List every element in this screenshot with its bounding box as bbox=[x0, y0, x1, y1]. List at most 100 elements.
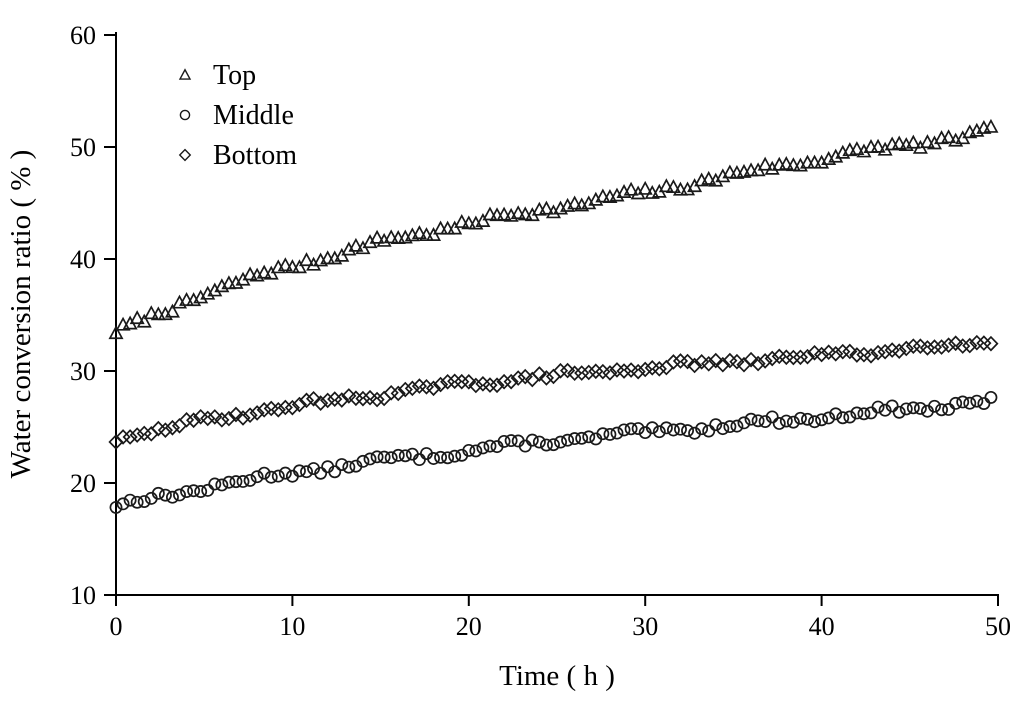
data-point-marker bbox=[158, 488, 172, 502]
data-point-marker bbox=[151, 486, 165, 500]
data-point-marker bbox=[201, 483, 215, 497]
data-point-marker bbox=[328, 465, 342, 479]
data-point-marker bbox=[799, 348, 816, 365]
data-point-marker bbox=[200, 410, 216, 427]
data-point-marker bbox=[963, 396, 977, 410]
data-point-marker bbox=[342, 460, 356, 474]
data-point-marker bbox=[970, 394, 984, 408]
y-tick-label: 60 bbox=[70, 21, 96, 50]
data-point-marker bbox=[581, 364, 597, 381]
data-point-marker bbox=[510, 370, 526, 386]
data-point-marker bbox=[122, 429, 138, 445]
data-point-marker bbox=[905, 338, 921, 354]
data-point-marker bbox=[899, 402, 913, 416]
data-point-marker bbox=[165, 490, 179, 504]
data-point-marker bbox=[942, 402, 956, 416]
data-point-marker bbox=[723, 420, 737, 434]
data-point-marker bbox=[496, 373, 512, 390]
data-point-marker bbox=[885, 399, 899, 413]
x-tick-label: 10 bbox=[279, 612, 305, 641]
data-point-marker bbox=[764, 350, 780, 367]
data-point-marker bbox=[595, 188, 611, 203]
y-tick-label: 50 bbox=[70, 133, 96, 162]
data-point-marker bbox=[341, 241, 357, 256]
data-point-marker bbox=[814, 346, 830, 363]
data-point-marker bbox=[835, 343, 851, 360]
x-tick-label: 50 bbox=[985, 612, 1011, 641]
data-point-marker bbox=[475, 213, 491, 227]
data-point-marker bbox=[750, 355, 766, 372]
data-point-marker bbox=[298, 252, 315, 267]
data-point-marker bbox=[941, 337, 957, 354]
data-point-marker bbox=[404, 380, 420, 397]
data-point-marker bbox=[391, 448, 405, 462]
data-point-marker bbox=[517, 206, 533, 221]
data-point-marker bbox=[674, 422, 687, 436]
data-point-marker bbox=[574, 365, 590, 381]
data-point-marker bbox=[926, 339, 943, 355]
data-point-marker bbox=[891, 343, 907, 359]
data-point-marker bbox=[857, 407, 871, 421]
data-point-marker bbox=[849, 141, 865, 156]
data-point-marker bbox=[207, 409, 223, 425]
data-point-marker bbox=[892, 405, 906, 419]
data-point-marker bbox=[983, 118, 999, 133]
data-point-marker bbox=[525, 433, 539, 447]
data-point-marker bbox=[510, 205, 526, 220]
data-point-marker bbox=[743, 351, 759, 368]
data-point-marker bbox=[229, 475, 243, 489]
data-point-marker bbox=[751, 414, 765, 428]
data-point-marker bbox=[539, 438, 553, 452]
data-point-marker bbox=[955, 338, 971, 354]
data-point-marker bbox=[300, 465, 313, 479]
data-point-marker bbox=[256, 402, 272, 418]
data-point-marker bbox=[933, 339, 950, 355]
data-point-marker bbox=[497, 434, 511, 448]
data-point-marker bbox=[962, 337, 978, 354]
x-tick-label: 30 bbox=[632, 612, 658, 641]
data-point-marker bbox=[828, 148, 844, 163]
data-point-marker bbox=[793, 411, 807, 425]
legend-item-bottom: Bottom bbox=[178, 140, 297, 171]
data-point-marker bbox=[891, 135, 907, 150]
diamond-icon bbox=[178, 148, 192, 162]
data-point-marker bbox=[157, 422, 173, 438]
data-point-marker bbox=[171, 417, 188, 434]
data-point-marker bbox=[143, 305, 159, 320]
data-point-marker bbox=[284, 399, 300, 416]
data-point-marker bbox=[447, 220, 463, 235]
data-point-marker bbox=[765, 410, 779, 424]
data-point-marker bbox=[454, 213, 470, 228]
legend-item-top: Top bbox=[178, 60, 256, 91]
data-point-marker bbox=[193, 289, 209, 304]
data-point-marker bbox=[242, 266, 258, 281]
data-point-marker bbox=[284, 259, 300, 274]
data-point-marker bbox=[864, 406, 878, 420]
data-point-marker bbox=[552, 362, 569, 379]
data-point-marker bbox=[568, 432, 582, 446]
data-point-marker bbox=[503, 373, 519, 390]
data-point-marker bbox=[532, 435, 546, 449]
data-point-marker bbox=[870, 138, 886, 153]
data-point-marker bbox=[757, 353, 773, 369]
data-point-marker bbox=[517, 368, 533, 385]
data-point-marker bbox=[666, 423, 680, 437]
data-point-marker bbox=[433, 220, 449, 235]
data-point-marker bbox=[306, 256, 322, 271]
data-point-marker bbox=[786, 415, 800, 429]
data-point-marker bbox=[270, 401, 286, 418]
data-point-marker bbox=[701, 170, 717, 185]
data-point-marker bbox=[849, 347, 865, 363]
data-point-marker bbox=[356, 454, 370, 468]
data-point-marker bbox=[977, 397, 991, 410]
data-point-marker bbox=[293, 464, 306, 478]
data-point-marker bbox=[935, 403, 949, 417]
data-point-marker bbox=[398, 449, 412, 463]
data-point-marker bbox=[567, 365, 583, 382]
data-point-marker bbox=[291, 259, 307, 274]
data-point-marker bbox=[222, 475, 236, 489]
data-point-marker bbox=[411, 225, 427, 240]
data-point-marker bbox=[630, 185, 646, 200]
data-point-marker bbox=[863, 347, 879, 364]
